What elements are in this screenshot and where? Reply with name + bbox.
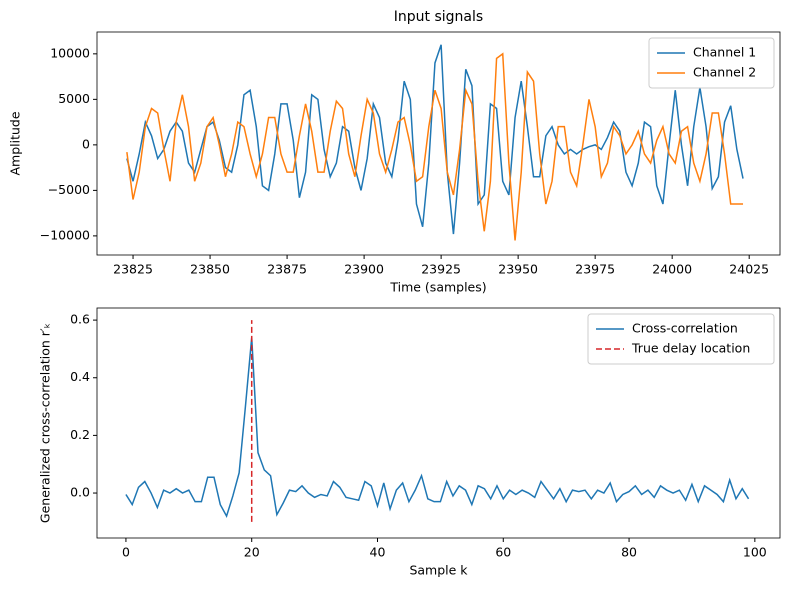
- series-line: [126, 44, 744, 235]
- x-tick-label: 23875: [267, 262, 307, 277]
- chart-title: Input signals: [394, 9, 483, 25]
- x-tick-label: 23850: [190, 262, 230, 277]
- y-tick-label: 0.0: [70, 485, 90, 500]
- y-axis-label: Amplitude: [8, 111, 23, 175]
- x-tick-label: 100: [743, 545, 767, 560]
- y-tick-label: 0.6: [70, 312, 90, 327]
- legend-label: Channel 2: [693, 65, 756, 80]
- legend-label: True delay location: [631, 341, 750, 356]
- x-tick-label: 40: [370, 545, 386, 560]
- x-tick-label: 0: [122, 545, 130, 560]
- x-tick-label: 24025: [729, 262, 769, 277]
- y-tick-label: 5000: [58, 91, 90, 106]
- x-tick-label: 23825: [113, 262, 153, 277]
- series-line: [125, 337, 750, 519]
- x-axis-label: Time (samples): [389, 280, 486, 295]
- x-tick-label: 20: [244, 545, 260, 560]
- legend: Channel 1 Channel 2: [648, 37, 775, 89]
- x-tick-label: 23950: [498, 262, 538, 277]
- legend-label: Cross-correlation: [632, 321, 738, 336]
- series-line: [126, 52, 744, 241]
- x-tick-label: 60: [495, 545, 511, 560]
- plot-frame: [96, 31, 781, 256]
- y-tick-label: 0.4: [70, 369, 90, 384]
- x-axis-label: Sample k: [409, 563, 468, 578]
- x-tick-label: 23975: [575, 262, 615, 277]
- y-tick-label: 10000: [50, 45, 90, 60]
- legend-box: [587, 313, 775, 365]
- legend: Cross-correlation True delay location: [587, 313, 775, 365]
- legend-box: [648, 37, 775, 89]
- x-tick-label: 23900: [344, 262, 384, 277]
- y-tick-label: 0.2: [70, 427, 90, 442]
- x-tick-label: 80: [621, 545, 637, 560]
- x-tick-label: 23925: [421, 262, 461, 277]
- x-tick-label: 24000: [652, 262, 692, 277]
- y-tick-label: −10000: [40, 227, 90, 242]
- y-axis-label: Generalized cross-correlation r′ₖ: [38, 323, 53, 523]
- plot-frame: [96, 307, 781, 539]
- y-tick-label: 0: [82, 136, 90, 151]
- y-tick-label: −5000: [48, 182, 90, 197]
- legend-label: Channel 1: [693, 45, 756, 60]
